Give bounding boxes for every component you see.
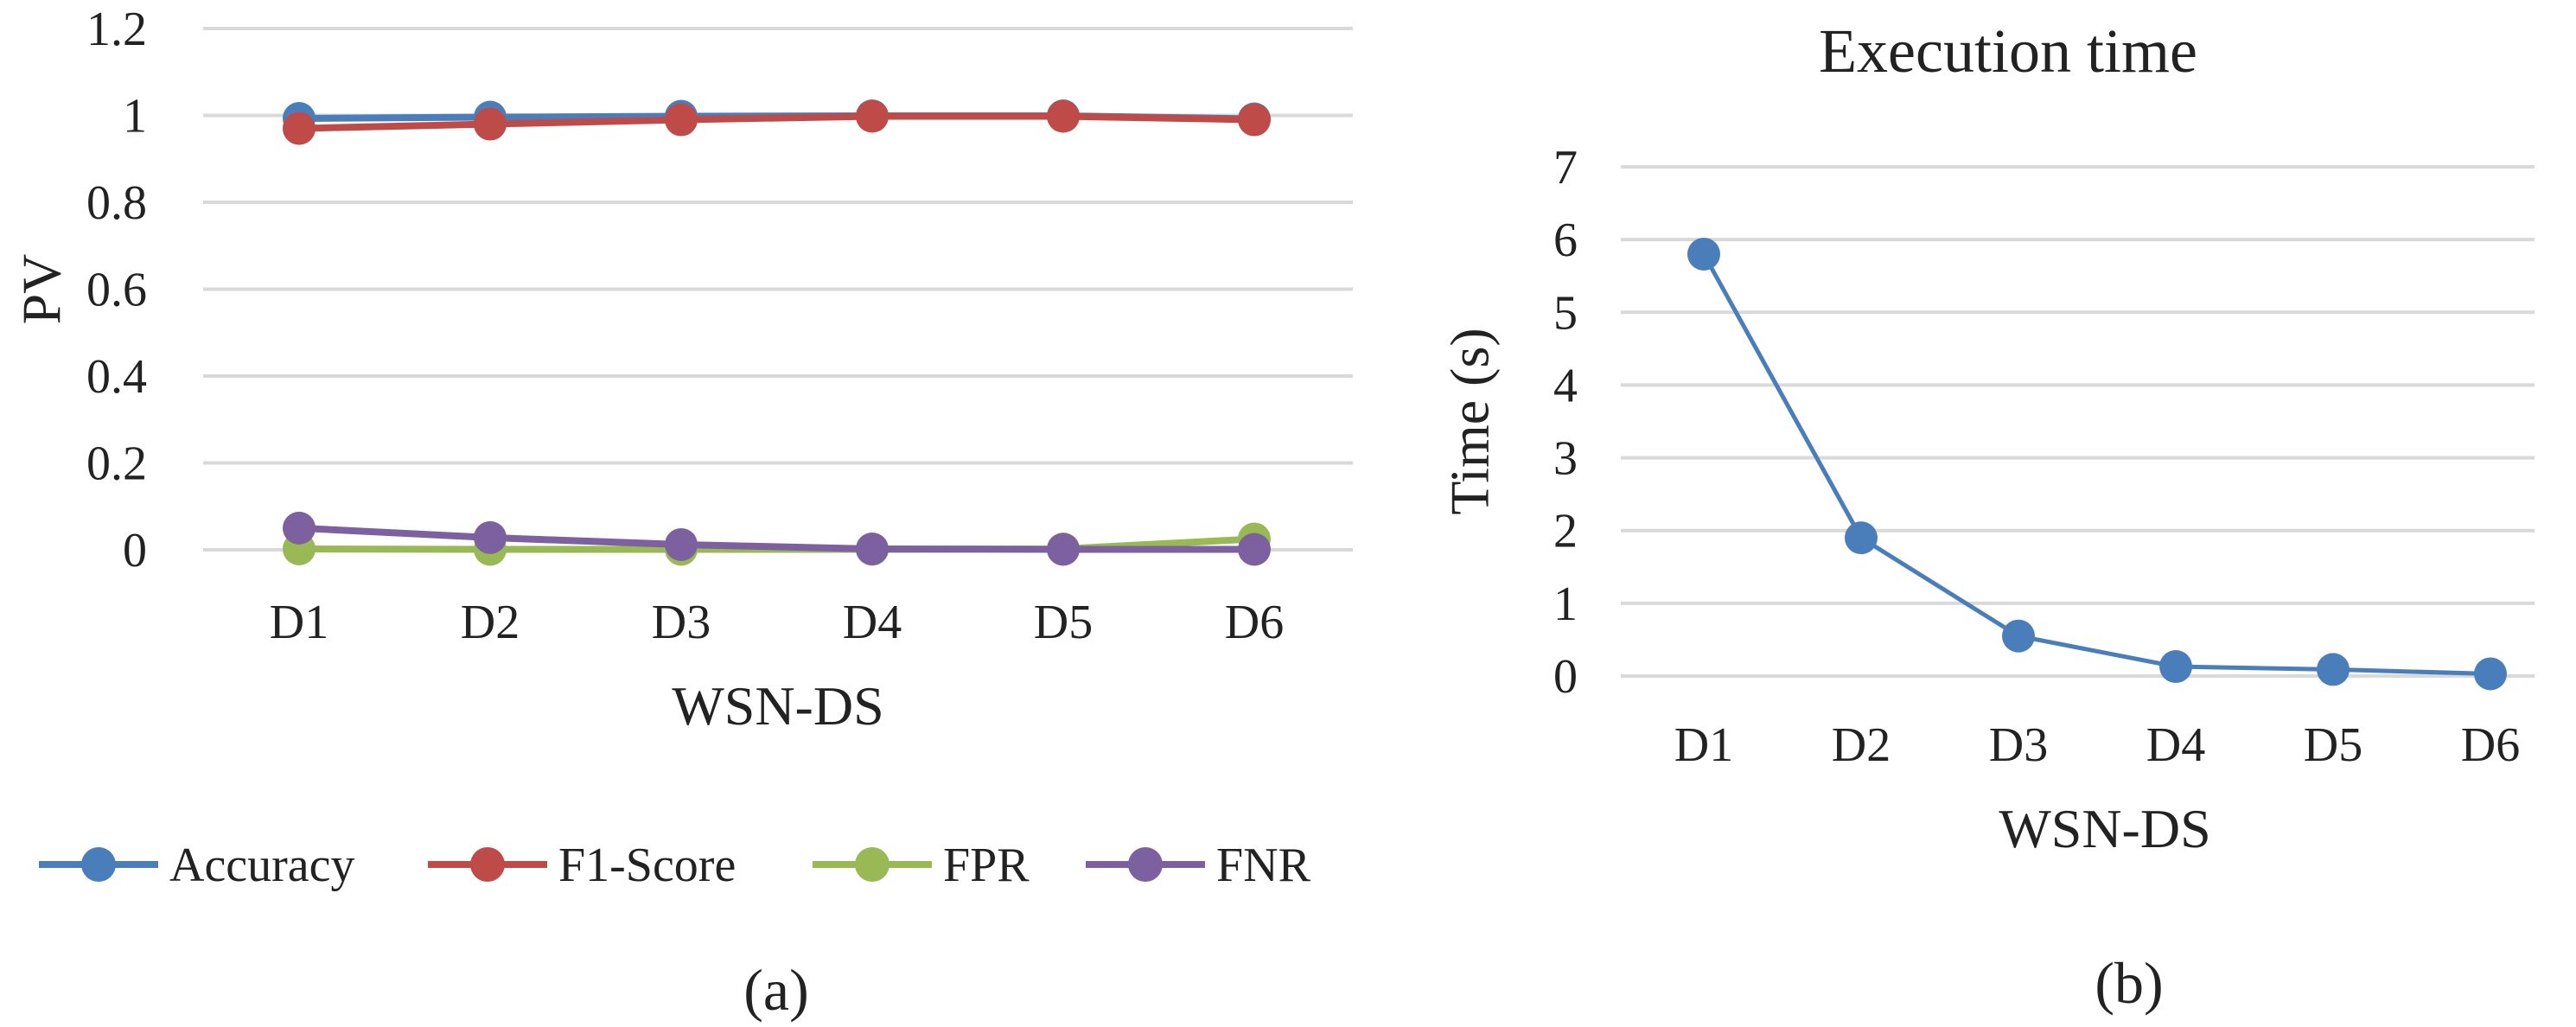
data-point: [856, 532, 889, 565]
y-axis-title: Time (s): [1439, 328, 1501, 514]
data-point: [2002, 619, 2035, 653]
panel-label: (b): [2095, 950, 2163, 1016]
x-tick-label: D3: [652, 596, 711, 649]
x-tick-label: D5: [1034, 596, 1093, 649]
x-tick-label: D1: [270, 596, 328, 649]
y-tick-label: 0.2: [86, 437, 147, 491]
x-axis-title: WSN-DS: [1999, 798, 2210, 859]
x-tick-label: D2: [1832, 718, 1891, 772]
x-tick-label: D5: [2304, 718, 2362, 772]
legend-marker: [855, 847, 889, 882]
chart-panel-b: 0 1 2 3 4 5 6 7 D1 D2 D3 D4 D5 D6 Time (s) WSN-DS Execut…: [1439, 16, 2535, 1016]
x-axis-title: WSN-DS: [672, 675, 883, 737]
y-tick-label: 6: [1553, 214, 1578, 267]
y-tick-label: 3: [1553, 432, 1578, 486]
data-point: [474, 107, 507, 141]
panel-label: (a): [743, 957, 808, 1023]
series-line: [298, 112, 1255, 132]
y-tick-label: 0.4: [86, 350, 147, 404]
series-line: [1701, 252, 2491, 676]
data-point: [283, 511, 316, 545]
data-point: [1047, 99, 1080, 133]
x-tick-label: D4: [843, 596, 902, 649]
data-point: [1687, 237, 1720, 271]
y-tick-label: 0: [123, 524, 147, 577]
x-tick-label: D6: [1225, 596, 1284, 649]
series-line: [298, 524, 1254, 553]
data-point: [665, 103, 698, 137]
x-tick-label: D6: [2461, 718, 2520, 772]
data-point: [474, 520, 507, 554]
legend-marker: [470, 847, 505, 882]
y-tick-label: 1: [123, 90, 147, 144]
y-tick-label: 4: [1553, 359, 1578, 412]
y-tick-label: 1.2: [86, 3, 147, 56]
data-point: [856, 99, 889, 133]
y-tick-label: 0: [1553, 650, 1578, 704]
x-tick-label: D1: [1674, 718, 1733, 772]
y-tick-label: 5: [1553, 286, 1578, 340]
legend-label: Accuracy: [169, 839, 355, 892]
x-tick-label: D2: [461, 596, 520, 649]
legend-marker: [1128, 847, 1163, 882]
legend-label: FNR: [1216, 839, 1311, 892]
data-point: [283, 112, 316, 145]
y-tick-label: 1: [1553, 577, 1578, 631]
data-point: [1047, 533, 1080, 566]
data-point: [1238, 533, 1271, 566]
x-tick-label: D4: [2146, 718, 2205, 772]
data-point: [1845, 521, 1878, 555]
chart-title: Execution time: [1819, 16, 2197, 86]
y-tick-label: 7: [1553, 141, 1578, 195]
x-tick-label: D3: [1989, 718, 2048, 772]
y-tick-label: 2: [1553, 505, 1578, 558]
data-point: [2317, 653, 2350, 686]
chart-panel-a: 0 0.2 0.4 0.6 0.8 1 1.2 D1 D2 D3 D4 D5 D6 PV WSN-DS Acc…: [11, 3, 1353, 1023]
legend-marker: [81, 847, 116, 882]
data-point: [2159, 650, 2192, 684]
data-point: [1238, 103, 1271, 137]
data-point: [665, 527, 698, 561]
y-tick-label: 0.8: [86, 176, 147, 230]
y-tick-label: 0.6: [86, 264, 147, 317]
data-point: [2474, 657, 2507, 691]
legend-label: FPR: [943, 839, 1030, 892]
y-axis-title: PV: [11, 254, 73, 325]
legend-label: F1-Score: [558, 839, 736, 892]
